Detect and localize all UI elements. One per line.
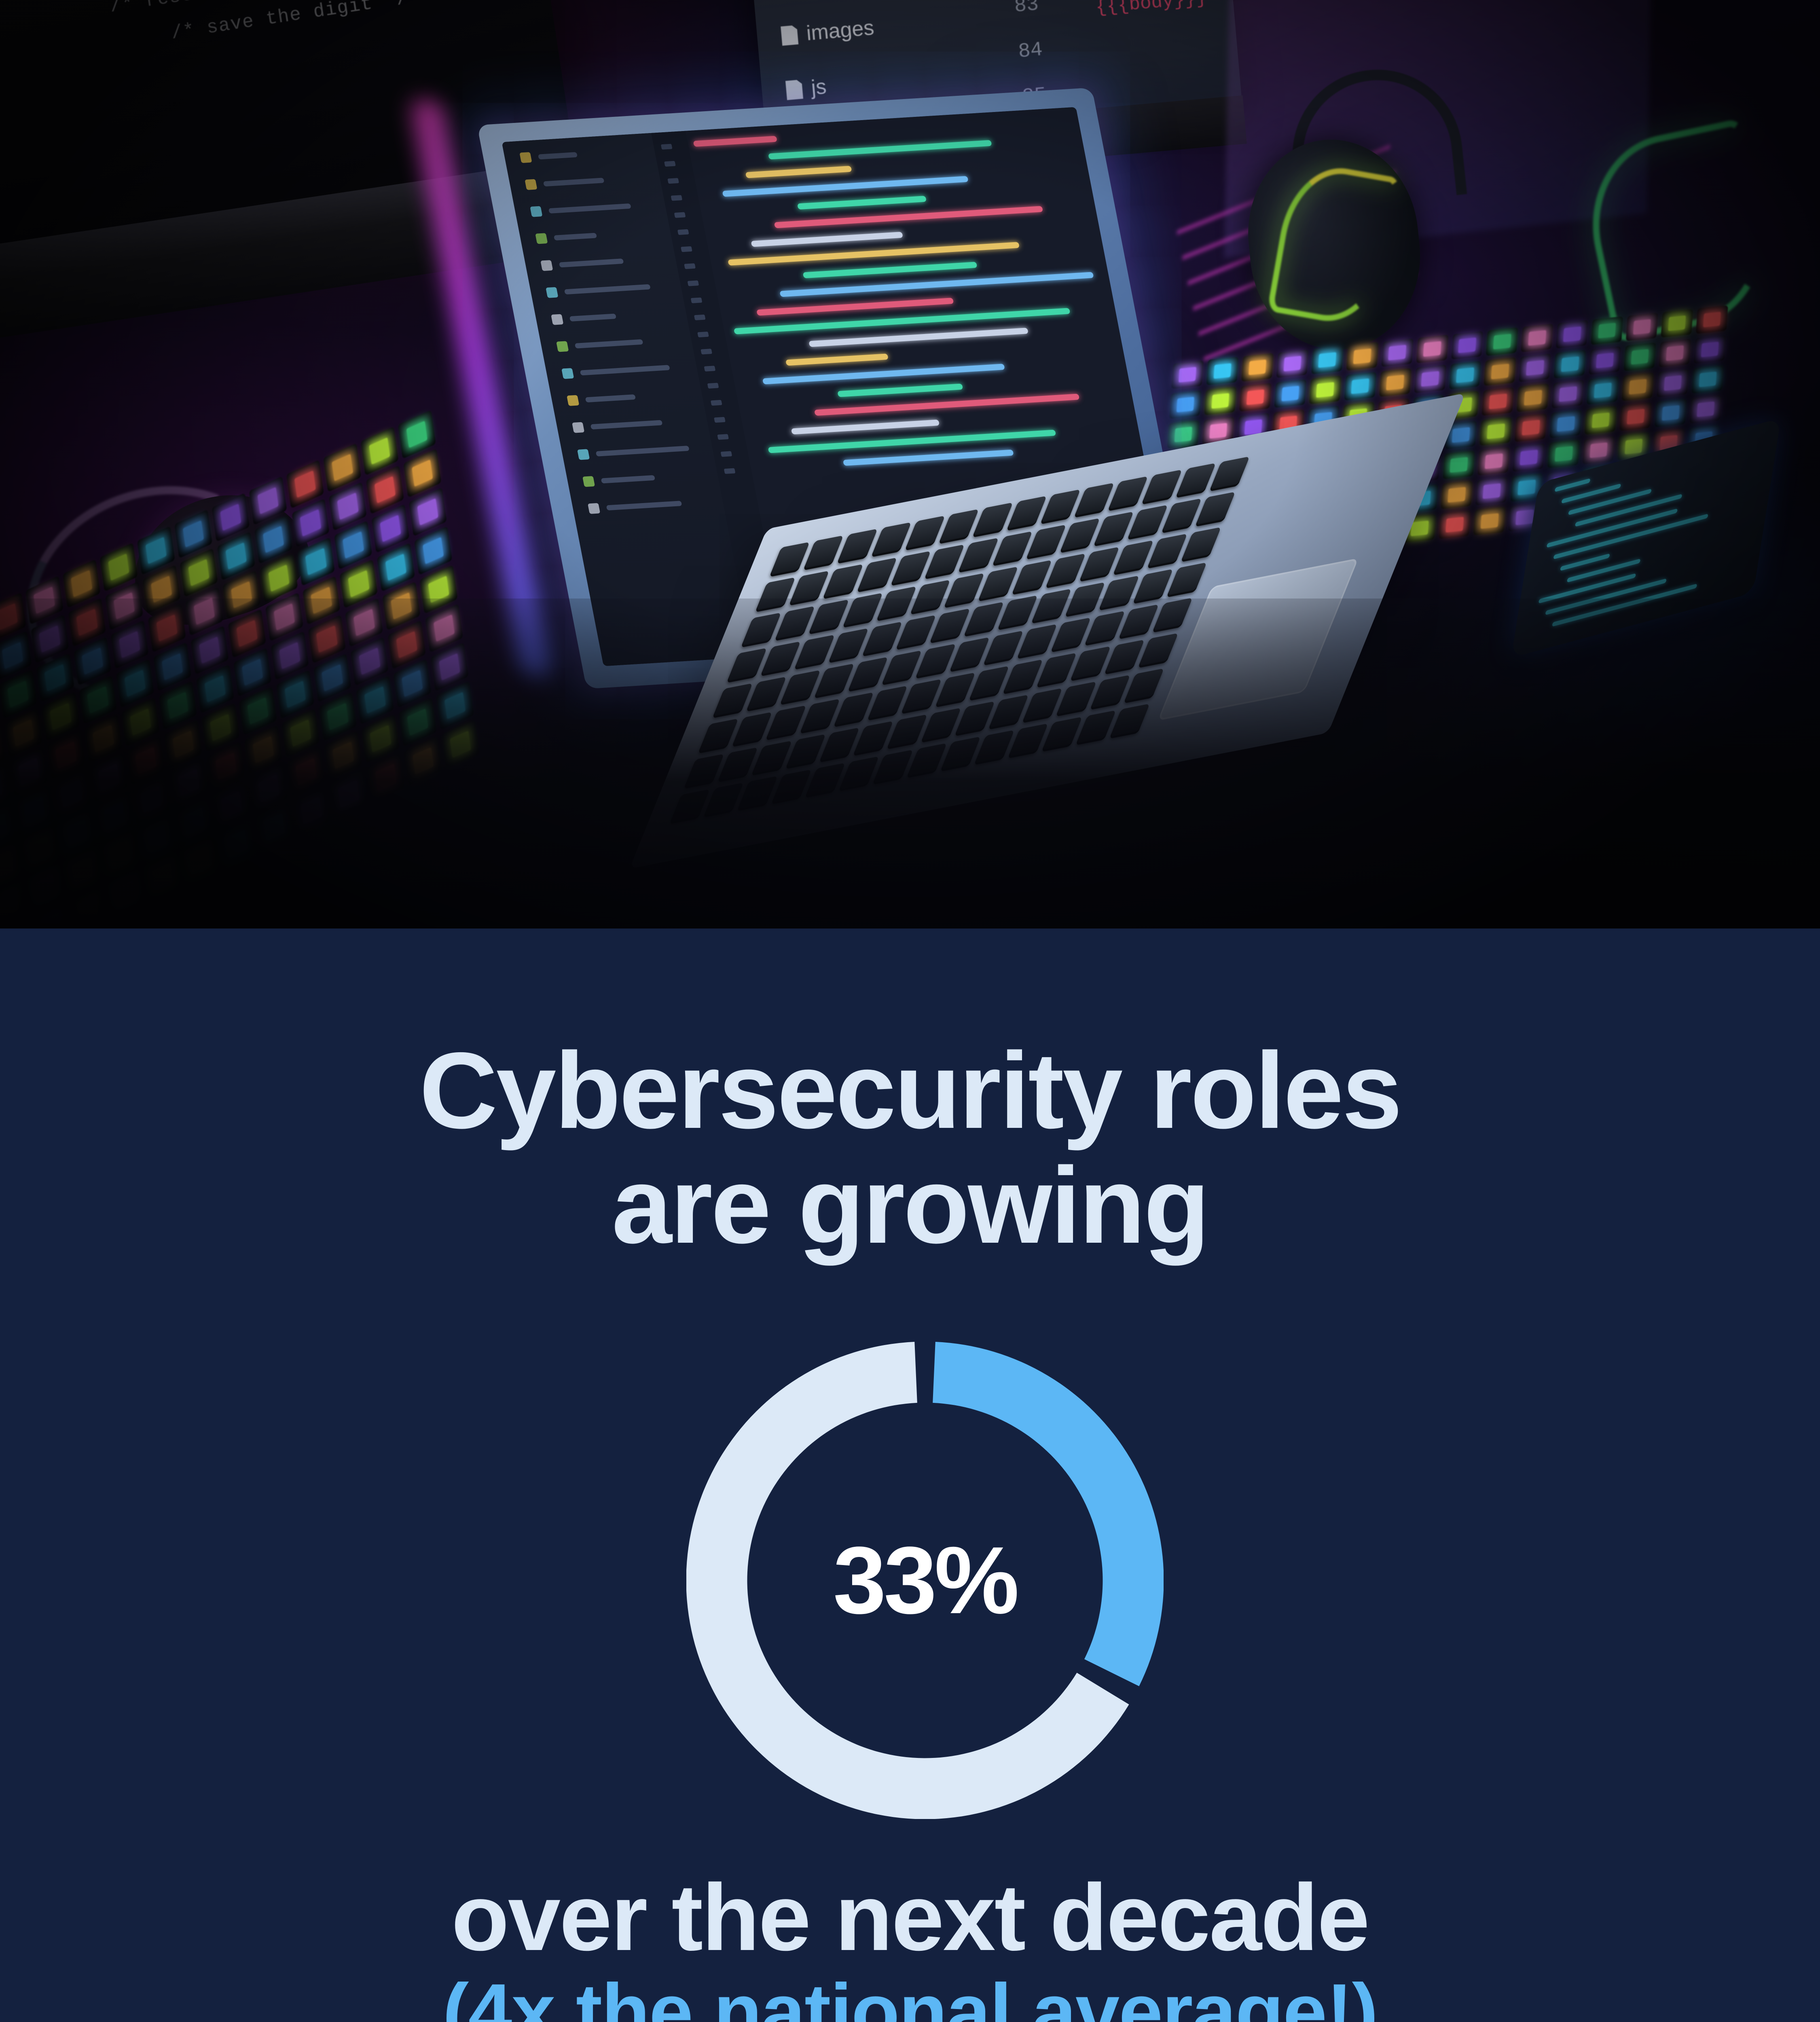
headline-line-1: Cybersecurity roles: [419, 1030, 1403, 1151]
donut-segment-growth: [933, 1342, 1164, 1686]
headline-line-2: are growing: [612, 1144, 1210, 1266]
donut-center-value: 33%: [833, 1527, 1019, 1634]
donut-chart-svg: [686, 1342, 1164, 1819]
subtext-line-2: (4x the national average!): [442, 1967, 1378, 2022]
stat-panel: Cybersecurity roles are growing 33% over…: [0, 929, 1820, 2022]
hero-photo: 3E2E D3E3 A4 0B4D ( /* set B(i) if corre…: [0, 0, 1820, 929]
subtext-line-1: over the next decade: [451, 1864, 1370, 1970]
photo-vignette: [0, 0, 1820, 929]
donut-chart: 33%: [686, 1342, 1164, 1819]
headline: Cybersecurity roles are growing: [0, 1033, 1820, 1263]
